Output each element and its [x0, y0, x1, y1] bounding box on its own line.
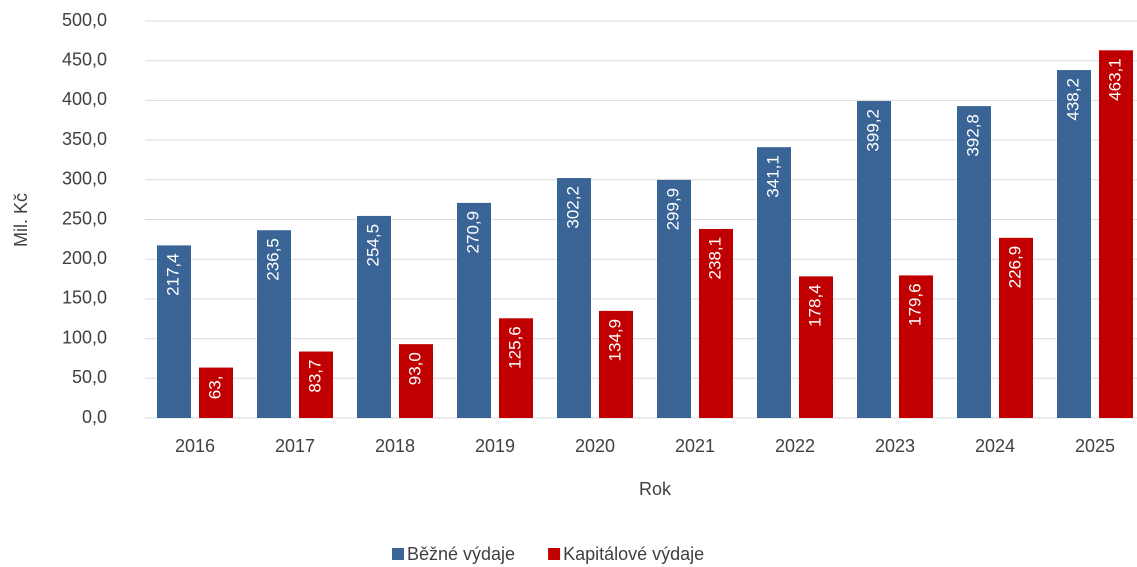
bar	[657, 179, 691, 418]
bar	[957, 106, 991, 419]
value-label: 392,8	[963, 114, 982, 157]
x-tick-label: 2019	[475, 436, 515, 456]
value-label: 226,9	[1005, 246, 1024, 289]
x-tick-label: 2018	[375, 436, 415, 456]
y-tick-label: 150,0	[62, 288, 107, 308]
x-tick-label: 2025	[1075, 436, 1115, 456]
value-label: 302,2	[563, 186, 582, 229]
value-label: 217,4	[163, 253, 182, 296]
bar	[999, 237, 1033, 418]
x-axis-title: Rok	[639, 479, 672, 499]
bar	[257, 230, 291, 418]
bar	[557, 178, 591, 418]
x-tick-label: 2020	[575, 436, 615, 456]
x-tick-label: 2024	[975, 436, 1015, 456]
x-tick-label: 2017	[275, 436, 315, 456]
y-tick-label: 200,0	[62, 248, 107, 268]
bar	[599, 310, 633, 418]
bar	[799, 276, 833, 418]
bar	[199, 367, 233, 418]
y-tick-label: 400,0	[62, 89, 107, 109]
bar	[357, 215, 391, 418]
value-label: 63,	[205, 376, 224, 400]
value-label: 179,6	[905, 283, 924, 326]
x-tick-label: 2023	[875, 436, 915, 456]
bar	[399, 344, 433, 418]
bar	[757, 147, 791, 418]
y-tick-label: 100,0	[62, 327, 107, 347]
legend-label: Běžné výdaje	[407, 544, 515, 564]
y-tick-label: 50,0	[72, 367, 107, 387]
value-label: 178,4	[805, 284, 824, 327]
x-tick-label: 2022	[775, 436, 815, 456]
y-tick-label: 250,0	[62, 208, 107, 228]
bar	[457, 202, 491, 418]
bar	[857, 101, 891, 418]
value-label: 463,1	[1105, 58, 1124, 101]
value-label: 299,9	[663, 188, 682, 231]
value-label: 341,1	[763, 155, 782, 198]
bar	[1057, 70, 1091, 418]
value-label: 399,2	[863, 109, 882, 152]
value-label: 83,7	[305, 360, 324, 393]
x-tick-label: 2016	[175, 436, 215, 456]
legend-swatch	[548, 548, 561, 560]
bar	[499, 318, 533, 418]
y-axis-title: Mil. Kč	[11, 193, 31, 247]
bar	[299, 351, 333, 418]
value-label: 125,6	[505, 326, 524, 369]
bar	[1099, 50, 1133, 419]
value-label: 270,9	[463, 211, 482, 254]
legend-swatch	[392, 548, 404, 560]
y-tick-label: 0,0	[82, 407, 107, 427]
value-label: 238,1	[705, 237, 724, 280]
bar	[699, 228, 733, 418]
bar	[157, 245, 191, 418]
value-label: 236,5	[263, 238, 282, 281]
x-tick-label: 2021	[675, 436, 715, 456]
y-tick-label: 450,0	[62, 49, 107, 69]
value-label: 93,0	[405, 352, 424, 385]
y-tick-label: 350,0	[62, 129, 107, 149]
value-label: 134,9	[605, 319, 624, 362]
y-tick-label: 300,0	[62, 169, 107, 189]
value-label: 438,2	[1063, 78, 1082, 121]
value-label: 254,5	[363, 224, 382, 267]
bar	[899, 275, 933, 418]
legend-label: Kapitálové výdaje	[563, 544, 704, 564]
y-tick-label: 500,0	[62, 10, 107, 30]
